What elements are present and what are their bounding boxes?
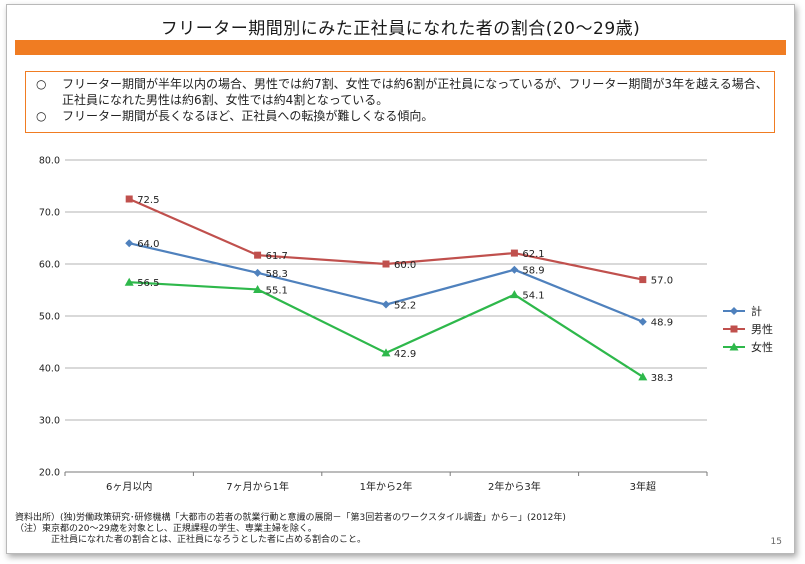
data-label: 56.5 xyxy=(137,278,159,289)
series-line xyxy=(129,281,644,378)
x-tick-label: 2年から3年 xyxy=(488,480,541,493)
y-tick-label: 70.0 xyxy=(39,208,60,219)
source-note: 正社員になれた者の割合とは、正社員になろうとした者に占める割合のこと。 xyxy=(51,535,367,545)
data-label: 48.9 xyxy=(651,318,673,329)
data-label: 62.1 xyxy=(522,249,544,260)
data-point xyxy=(510,265,519,274)
series-line xyxy=(128,197,644,281)
x-tick-label: 1年から2年 xyxy=(360,480,413,493)
page-number: 15 xyxy=(770,537,782,547)
y-tick-label: 60.0 xyxy=(39,260,60,271)
series-line xyxy=(128,242,644,323)
x-tick-label: 7ヶ月から1年 xyxy=(226,480,289,493)
x-tick-label: 3年超 xyxy=(630,480,656,493)
y-tick-label: 30.0 xyxy=(39,416,60,427)
data-point xyxy=(125,195,133,203)
data-point xyxy=(510,249,518,257)
data-label: 60.0 xyxy=(394,260,416,271)
data-label: 52.2 xyxy=(394,301,416,312)
data-point xyxy=(381,348,391,357)
summary-box: ○ フリーター期間が半年以内の場合、男性では約7割、女性では約6割が正社員になっ… xyxy=(25,71,775,133)
data-label: 54.1 xyxy=(522,291,544,302)
source-note: 資料出所）(独)労働政策研究･研修機構「大都市の若者の就業行動と意識の展開－「第… xyxy=(15,513,566,523)
data-point xyxy=(382,260,390,268)
y-tick-label: 50.0 xyxy=(39,312,60,323)
line-chart: 20.0 30.0 40.0 50.0 60.0 70.0 80.0 6ヶ月以内 7ヶ月から1年… xyxy=(39,156,773,494)
title-accent-bar xyxy=(15,40,786,55)
y-tick-label: 40.0 xyxy=(39,364,60,375)
legend-label: 女性 xyxy=(751,340,773,354)
y-tick-label: 20.0 xyxy=(39,468,60,479)
legend-label: 男性 xyxy=(751,322,773,336)
circle-bullet-icon: ○ xyxy=(36,77,47,91)
data-label: 55.1 xyxy=(266,285,288,296)
data-label: 58.9 xyxy=(522,266,544,277)
legend-marker xyxy=(730,325,738,333)
summary-bullet: ○ フリーター期間が長くなるほど、正社員への転換が難しくなる傾向。 xyxy=(34,108,768,124)
data-label: 57.0 xyxy=(651,276,673,287)
data-point xyxy=(124,277,134,286)
summary-bullet: ○ フリーター期間が半年以内の場合、男性では約7割、女性では約6割が正社員になっ… xyxy=(34,76,768,108)
circle-bullet-icon: ○ xyxy=(36,109,47,123)
data-point xyxy=(253,284,263,293)
data-point xyxy=(509,290,519,299)
slide: フリーター期間別にみた正社員になれた者の割合(20～29歳) ○ フリーター期間… xyxy=(6,4,795,554)
page-title: フリーター期間別にみた正社員になれた者の割合(20～29歳) xyxy=(160,19,641,39)
y-tick-label: 80.0 xyxy=(39,156,60,167)
data-label: 61.7 xyxy=(266,251,288,262)
legend-marker xyxy=(729,342,739,351)
data-label: 64.0 xyxy=(137,239,159,250)
summary-text: フリーター期間が半年以内の場合、男性では約7割、女性では約6割が正社員になってい… xyxy=(62,77,768,107)
x-tick-label: 6ヶ月以内 xyxy=(106,480,152,493)
data-point xyxy=(253,268,262,277)
data-point xyxy=(382,300,390,309)
legend-label: 計 xyxy=(751,304,762,318)
data-label: 72.5 xyxy=(137,195,159,206)
legend-marker xyxy=(730,307,738,315)
source-note: （注）東京都の20～29歳を対象とし、正規課程の学生、専業主婦を除く。 xyxy=(15,524,317,534)
data-label: 58.3 xyxy=(266,269,288,280)
data-point xyxy=(125,239,134,248)
data-label: 42.9 xyxy=(394,349,416,360)
data-label: 38.3 xyxy=(651,373,673,384)
source-notes: 資料出所）(独)労働政策研究･研修機構「大都市の若者の就業行動と意識の展開－「第… xyxy=(15,513,566,546)
data-point xyxy=(638,372,648,381)
data-point xyxy=(638,317,647,326)
data-point xyxy=(254,251,262,259)
data-point xyxy=(639,276,647,284)
summary-text: フリーター期間が長くなるほど、正社員への転換が難しくなる傾向。 xyxy=(62,109,434,123)
